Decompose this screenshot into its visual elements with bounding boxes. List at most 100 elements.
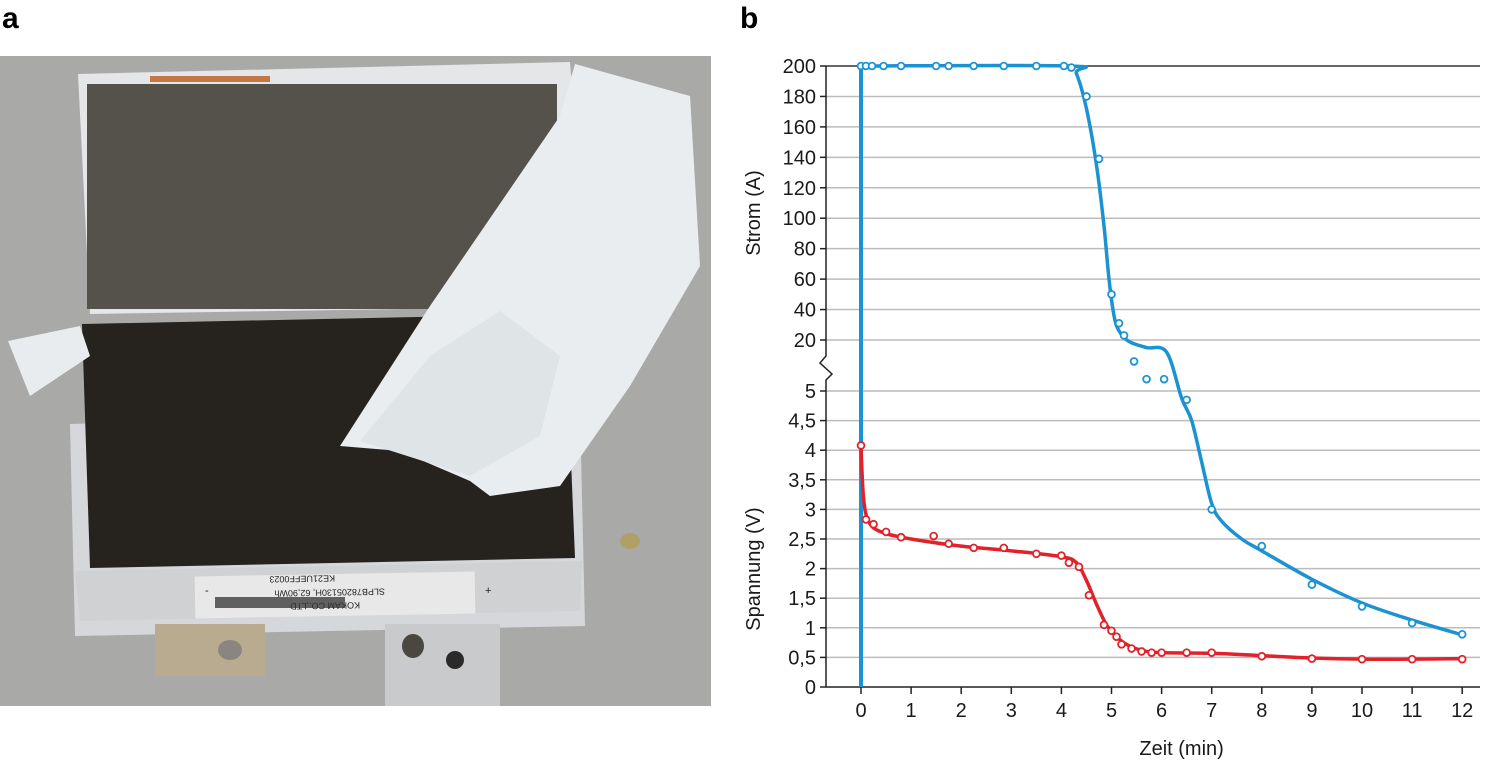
x-tick-label-10: 10 [1351,700,1373,722]
x-tick-label-0: 0 [855,700,866,722]
data-point-current [1082,92,1091,101]
series-line-voltage [859,445,1464,662]
y-tick-label-current-60: 60 [794,269,816,291]
y-tick-label-current-80: 80 [794,239,816,261]
data-point-current [1107,290,1116,299]
x-tick-label-1: 1 [906,700,917,722]
y-tick-label-current-120: 120 [783,178,816,200]
data-point-voltage [1127,644,1136,653]
data-point-current [867,61,877,71]
grid-lines [826,95,1480,659]
data-point-voltage [969,543,979,553]
series [856,61,1467,687]
y-tick-label-voltage-3: 3 [805,499,816,521]
x-tick-label-9: 9 [1306,700,1317,722]
data-point-voltage [1207,648,1216,657]
data-point-voltage [869,519,878,529]
y-tick-label-current-140: 140 [783,147,816,169]
x-axis-label: Zeit (min) [1139,738,1223,760]
photo-label-line2: SLPB78205130H, 62,90Wh [274,587,385,599]
photo-label-minus: - [205,585,209,597]
photo-barcode [215,597,345,608]
data-point-current [1032,61,1041,71]
data-point-voltage [1107,626,1116,636]
data-point-current [931,61,941,71]
data-point-current [969,61,979,71]
x-tick-label-12: 12 [1451,700,1473,722]
data-point-voltage [1057,551,1066,560]
data-point-current [1142,374,1151,384]
data-point-voltage [1137,647,1146,656]
y-tick-label-current-40: 40 [794,300,816,322]
data-point-current [1357,602,1367,611]
data-point-voltage [1112,632,1121,641]
data-point-current [1257,541,1267,551]
data-point-voltage [1407,654,1417,664]
y-tick-label-current-20: 20 [794,330,816,352]
data-point-voltage [1084,590,1094,600]
data-point-current [1207,505,1216,514]
data-point-voltage [1182,648,1191,657]
x-tick-label-3: 3 [1006,700,1017,722]
data-point-voltage [861,515,871,524]
x-tick-label-8: 8 [1256,700,1267,722]
y-tick-label-current-180: 180 [783,86,816,108]
y-tick-label-voltage-4: 4 [805,440,816,462]
data-point-voltage [881,527,891,537]
data-point-current [896,61,906,71]
y-tick-label-voltage-4,5: 4,5 [788,411,816,433]
y-axis-line-with-break [818,66,834,687]
x-tick-label-2: 2 [956,700,967,722]
data-point-voltage [944,539,953,549]
data-point-voltage [929,531,938,541]
data-point-voltage [1099,620,1109,630]
x-tick-label-11: 11 [1402,700,1423,722]
y-tick-label-voltage-2: 2 [805,559,816,581]
data-point-current [1159,374,1169,384]
data-point-current [1114,318,1124,328]
battery-cell-photo: KE21UEFF0023 SLPB78205130H, 62,90Wh KOKA… [0,56,711,706]
data-point-voltage [1157,648,1166,657]
y-tick-label-voltage-5: 5 [805,381,816,403]
data-point-voltage [999,543,1009,553]
data-point-current [1119,331,1129,340]
data-point-current [1407,618,1417,628]
series-line-current [859,63,1464,637]
data-point-current [1059,61,1069,71]
tick-labels: 2040608010012014016018020000,511,522,533… [783,56,1474,722]
photo-label-line1: KE21UEFF0023 [269,573,335,584]
data-point-voltage [856,441,866,450]
data-point-voltage [1457,654,1467,664]
y-tick-label-current-100: 100 [783,208,816,230]
data-point-voltage [1074,562,1084,572]
data-point-current [879,61,888,71]
data-point-voltage [1307,654,1317,663]
y-tick-label-voltage-3,5: 3,5 [788,470,816,492]
x-tick-label-4: 4 [1056,700,1067,722]
data-point-voltage [1357,654,1367,664]
photo-label-plus: + [485,585,491,597]
y-axis-label-current: Strom (A) [743,170,765,256]
data-point-current [1457,630,1467,639]
y-tick-label-voltage-1: 1 [805,618,816,640]
data-point-current [999,61,1009,71]
data-point-current [1129,357,1139,366]
data-point-current [944,61,953,71]
y-tick-label-current-200: 200 [783,56,816,78]
panel-letter-a: a [2,2,19,35]
data-point-voltage [1032,549,1041,559]
x-tick-label-5: 5 [1106,700,1117,722]
data-point-current [1067,63,1076,72]
x-tick-label-6: 6 [1156,700,1167,722]
y-axis-label-voltage: Spannung (V) [743,507,765,630]
data-point-current [1094,154,1104,164]
data-point-current [1182,395,1191,405]
data-point-voltage [896,532,906,542]
data-point-current [1307,580,1317,589]
y-tick-label-voltage-2,5: 2,5 [788,529,816,551]
panel-letter-b: b [740,2,759,35]
data-point-voltage [1117,640,1126,649]
data-point-voltage [1257,651,1267,661]
y-tick-label-voltage-0,5: 0,5 [788,647,816,669]
